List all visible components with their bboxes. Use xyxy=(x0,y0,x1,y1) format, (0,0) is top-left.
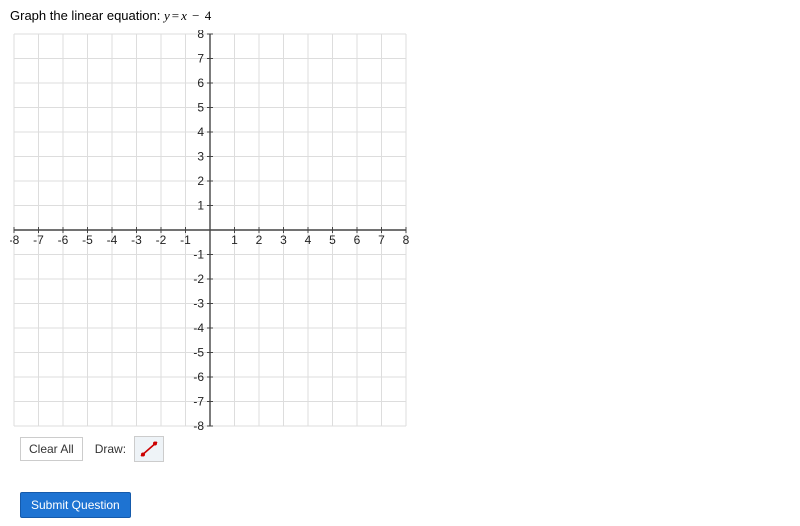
coordinate-grid[interactable]: -8 -7 -6 -5 -4 -3 -2 -1 1 2 3 4 5 6 7 8 -8 -7 -6 -5 -4 -3 -2 -1… xyxy=(10,30,410,430)
draw-tool-line[interactable] xyxy=(134,436,164,462)
svg-text:4: 4 xyxy=(305,233,312,247)
draw-label: Draw: xyxy=(87,438,130,460)
question-text: Graph the linear equation: y=x − 4 xyxy=(10,8,790,24)
svg-text:-5: -5 xyxy=(82,233,93,247)
svg-text:-7: -7 xyxy=(33,233,44,247)
svg-text:-3: -3 xyxy=(193,297,204,311)
svg-text:6: 6 xyxy=(197,76,204,90)
svg-text:8: 8 xyxy=(197,30,204,41)
svg-text:8: 8 xyxy=(403,233,410,247)
svg-text:-1: -1 xyxy=(180,233,191,247)
svg-text:-2: -2 xyxy=(156,233,167,247)
svg-text:5: 5 xyxy=(329,233,336,247)
svg-text:-6: -6 xyxy=(193,370,204,384)
svg-text:-8: -8 xyxy=(10,233,20,247)
equation: y=x − 4 xyxy=(164,8,211,23)
svg-text:-2: -2 xyxy=(193,272,204,286)
graph-toolbar: Clear All Draw: xyxy=(10,436,790,462)
question-prefix: Graph the linear equation: xyxy=(10,8,164,23)
svg-text:-6: -6 xyxy=(58,233,69,247)
svg-text:7: 7 xyxy=(378,233,385,247)
svg-text:-1: -1 xyxy=(193,248,204,262)
submit-question-button[interactable]: Submit Question xyxy=(20,492,131,518)
clear-all-button[interactable]: Clear All xyxy=(20,437,83,461)
line-tool-icon xyxy=(138,439,160,459)
svg-text:-4: -4 xyxy=(193,321,204,335)
svg-text:3: 3 xyxy=(280,233,287,247)
svg-text:-7: -7 xyxy=(193,395,204,409)
svg-text:-8: -8 xyxy=(193,419,204,430)
svg-text:1: 1 xyxy=(231,233,238,247)
svg-text:-5: -5 xyxy=(193,346,204,360)
svg-text:5: 5 xyxy=(197,101,204,115)
graph-area[interactable]: -8 -7 -6 -5 -4 -3 -2 -1 1 2 3 4 5 6 7 8 -8 -7 -6 -5 -4 -3 -2 -1… xyxy=(10,30,410,430)
svg-text:-4: -4 xyxy=(107,233,118,247)
svg-text:1: 1 xyxy=(197,199,204,213)
svg-text:4: 4 xyxy=(197,125,204,139)
svg-text:2: 2 xyxy=(197,174,204,188)
svg-text:6: 6 xyxy=(354,233,361,247)
svg-text:3: 3 xyxy=(197,150,204,164)
svg-text:7: 7 xyxy=(197,52,204,66)
svg-text:-3: -3 xyxy=(131,233,142,247)
svg-text:2: 2 xyxy=(256,233,263,247)
